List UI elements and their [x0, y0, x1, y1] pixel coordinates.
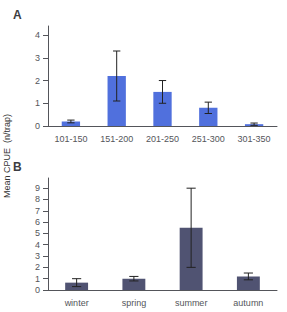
svg-text:0: 0 [35, 121, 40, 131]
svg-text:B: B [13, 160, 22, 174]
svg-text:251-300: 251-300 [192, 134, 225, 144]
svg-text:2: 2 [35, 262, 40, 272]
svg-text:2: 2 [35, 76, 40, 86]
svg-text:9: 9 [35, 183, 40, 193]
svg-text:A: A [13, 8, 22, 22]
svg-text:Mean CPUE (n/trap): Mean CPUE (n/trap) [2, 114, 12, 198]
svg-text:8: 8 [35, 194, 40, 204]
svg-text:spring: spring [122, 298, 147, 308]
svg-text:4: 4 [35, 30, 40, 40]
svg-text:3: 3 [35, 251, 40, 261]
svg-text:101-150: 101-150 [54, 134, 87, 144]
svg-text:0: 0 [35, 285, 40, 295]
svg-text:1: 1 [35, 274, 40, 284]
svg-text:3: 3 [35, 53, 40, 63]
svg-text:5: 5 [35, 228, 40, 238]
svg-text:201-250: 201-250 [146, 134, 179, 144]
svg-text:301-350: 301-350 [238, 134, 271, 144]
svg-text:6: 6 [35, 217, 40, 227]
svg-text:4: 4 [35, 240, 40, 250]
svg-text:summer: summer [175, 298, 208, 308]
svg-text:151-200: 151-200 [100, 134, 133, 144]
svg-text:autumn: autumn [233, 298, 263, 308]
svg-text:1: 1 [35, 98, 40, 108]
svg-text:7: 7 [35, 206, 40, 216]
svg-text:winter: winter [64, 298, 89, 308]
